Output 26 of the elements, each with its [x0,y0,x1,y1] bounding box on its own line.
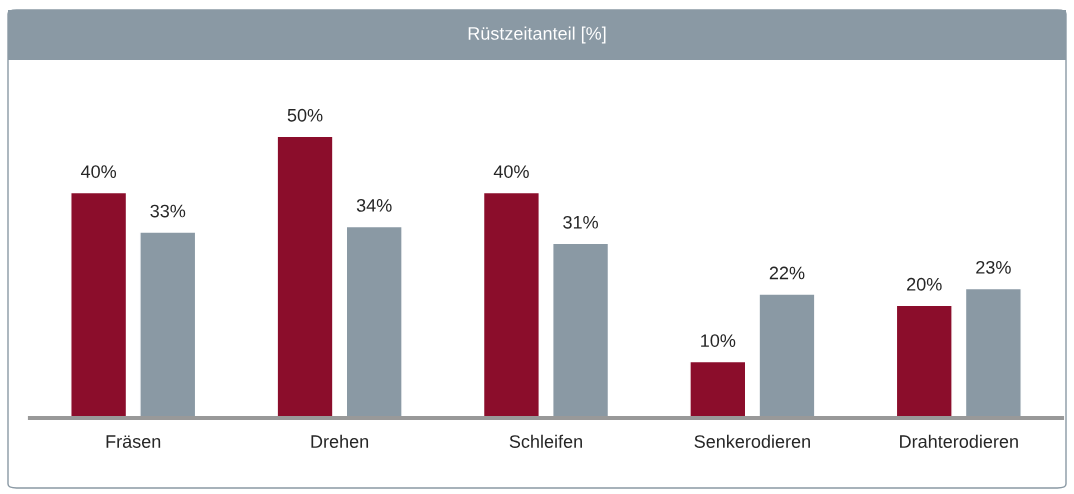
x-tick-label: Drahterodieren [900,434,1018,448]
bar [139,231,197,418]
bar [482,191,540,418]
bar [689,360,747,418]
data-label: 31% [563,215,598,229]
x-tick-label: Fräsen [106,435,161,448]
bar [70,191,128,418]
data-label: 20% [907,277,942,291]
data-label: 34% [356,199,392,212]
data-label: 50% [287,108,323,122]
data-label: 10% [701,334,736,347]
data-label: 40% [80,165,117,178]
bar [276,135,334,418]
data-label: 33% [150,204,186,218]
bar [758,293,816,418]
x-tick-label: Senkerodieren [694,434,810,448]
chart-title: Rüstzeitanteil [%] [468,26,606,44]
data-label: 22% [769,266,805,280]
bar [345,225,403,418]
data-label: 40% [493,165,529,178]
x-tick-label: Drehen [311,434,369,448]
bar [964,287,1022,418]
bar [895,304,953,418]
x-tick-label: Schleifen [509,434,582,448]
data-label: 23% [976,260,1011,274]
bar [552,242,610,418]
